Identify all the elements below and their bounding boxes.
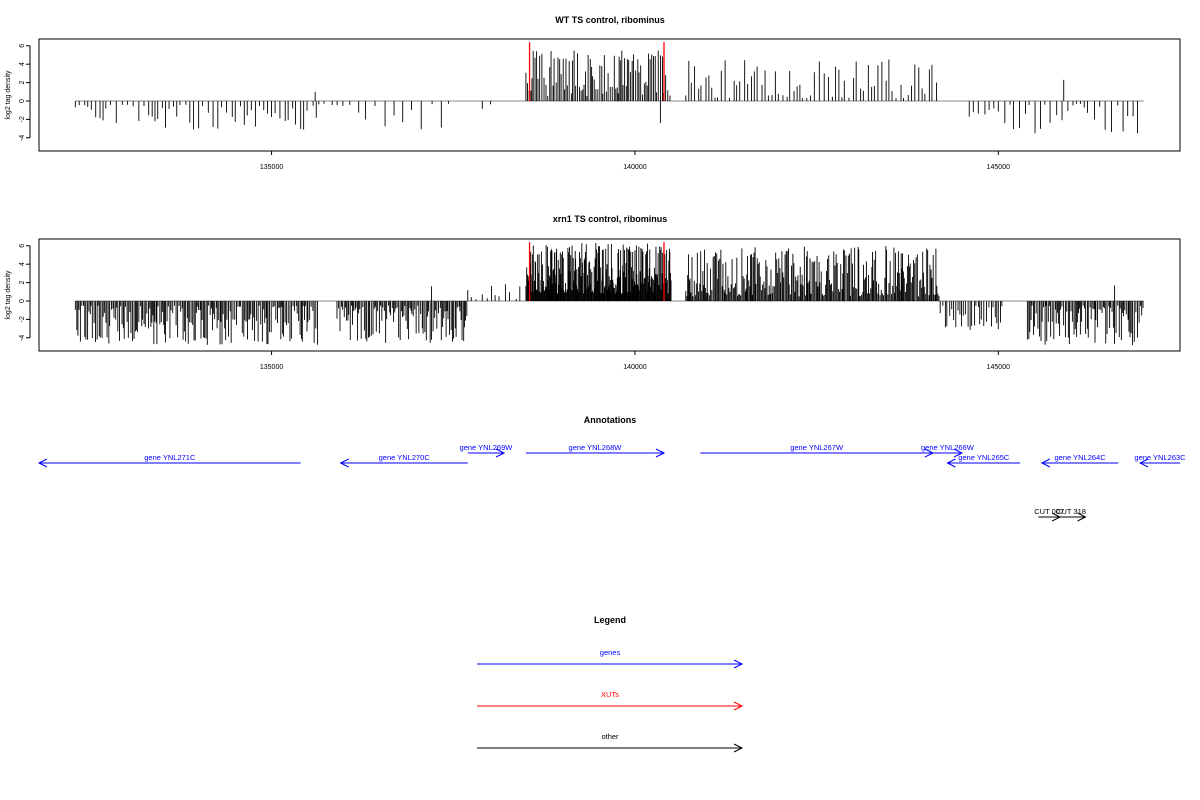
panel-title-xrn1: xrn1 TS control, ribominus: [553, 214, 668, 224]
y-axis-label-xrn1: log2 tag density: [5, 270, 12, 320]
panel-xrn1: xrn1 TS control, ribominus log2 tag dens…: [5, 214, 1181, 371]
axes-wt: -4 -2 0 2 4 6 135000 140000 145000: [19, 44, 1010, 171]
y-tick-label: 6: [19, 44, 26, 48]
y-tick-label: 4: [19, 262, 26, 266]
y-tick-label: -2: [19, 316, 26, 322]
annotations-track: Annotations gene YNL271C gene YNL270Cgene…: [37, 415, 1186, 522]
y-tick-label: 0: [19, 99, 26, 103]
gene-arrow-head: [1138, 458, 1149, 468]
cut-arrow-head: [1077, 512, 1087, 522]
annotation-features: gene YNL271C gene YNL270C gene YNL269W gene…: [37, 443, 1186, 522]
legend: Legend genes XUTs other: [477, 615, 744, 753]
bars-xrn1: [74, 242, 1144, 345]
panel-title-wt: WT TS control, ribominus: [555, 15, 665, 25]
legend-arrowhead: [733, 659, 744, 669]
x-tick-label: 140000: [623, 164, 646, 171]
y-tick-label: 2: [19, 81, 26, 85]
y-tick-label: 4: [19, 62, 26, 66]
gene-arrow-head: [1040, 458, 1051, 468]
y-tick-label: 2: [19, 281, 26, 285]
gene-label: gene YNL266W: [921, 443, 975, 452]
gene-arrow-head: [339, 458, 349, 468]
y-tick-label: 0: [19, 299, 26, 303]
annotations-title: Annotations: [584, 415, 637, 425]
legend-items: genes XUTs other: [477, 648, 744, 753]
legend-arrowhead: [733, 743, 744, 753]
y-tick-label: 6: [19, 244, 26, 248]
x-tick-label: 135000: [260, 164, 283, 171]
gene-label: gene YNL271C: [144, 453, 196, 462]
legend-arrowhead: [733, 701, 744, 711]
legend-label: XUTs: [601, 690, 619, 699]
gene-label: gene YNL270C: [379, 453, 431, 462]
x-tick-label: 145000: [987, 164, 1010, 171]
panel-wt: WT TS control, ribominus log2 tag densit…: [5, 15, 1181, 171]
y-tick-label: -4: [19, 135, 26, 141]
gene-label: gene YNL269W: [460, 443, 514, 452]
y-tick-label: -4: [19, 335, 26, 341]
gene-label: gene YNL268W: [569, 443, 623, 452]
x-tick-label: 140000: [623, 364, 646, 371]
cut-label: CUT 007: [1034, 507, 1064, 516]
x-tick-label: 145000: [987, 364, 1010, 371]
gene-label: gene YNL264C: [1054, 453, 1106, 462]
gene-arrow-head: [953, 448, 964, 458]
legend-label: genes: [600, 648, 621, 657]
y-axis-label-wt: log2 tag density: [5, 70, 12, 120]
gene-arrow-head: [946, 458, 956, 468]
y-tick-label: -2: [19, 116, 26, 122]
gene-label: gene YNL263C: [1134, 453, 1186, 462]
gene-arrow-head: [495, 448, 506, 458]
x-tick-label: 135000: [260, 364, 283, 371]
bars-wt: [74, 42, 1144, 134]
cut-label: CUT 318: [1056, 507, 1086, 516]
legend-title: Legend: [594, 615, 626, 625]
gene-label: gene YNL267W: [790, 443, 844, 452]
plot-frame-xrn1: [38, 238, 1181, 352]
legend-label: other: [601, 732, 619, 741]
plot-frame-wt: [38, 38, 1181, 152]
gene-arrow-head: [655, 448, 666, 458]
gene-arrow-head: [37, 458, 48, 468]
gene-label: gene YNL265C: [958, 453, 1010, 462]
axes-xrn1: -4 -2 0 2 4 6 135000 140000 145000: [19, 244, 1010, 371]
